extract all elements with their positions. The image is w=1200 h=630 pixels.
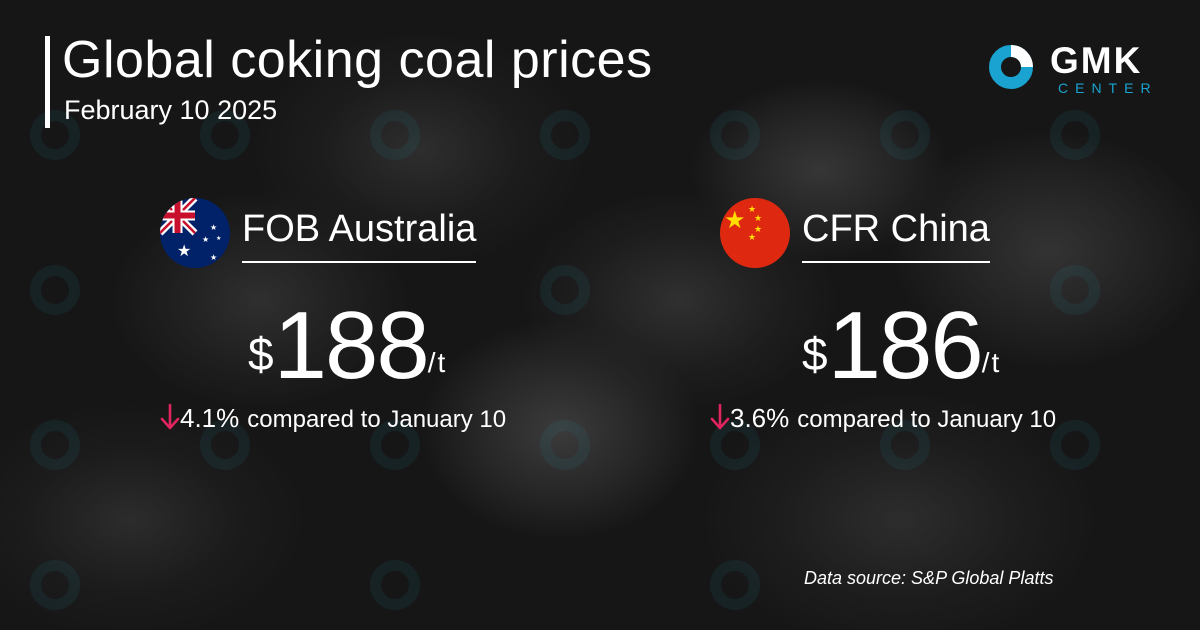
svg-text:★: ★ xyxy=(754,214,762,224)
price-change: 3.6% compared to January 10 xyxy=(710,403,1056,434)
price-change: 4.1% compared to January 10 xyxy=(160,403,506,434)
market-name: CFR China xyxy=(802,208,990,263)
svg-text:★: ★ xyxy=(754,225,762,235)
svg-text:★: ★ xyxy=(202,235,209,244)
price-display: $188/t xyxy=(248,298,447,394)
price-unit: /t xyxy=(981,347,1002,378)
page-title: Global coking coal prices xyxy=(62,31,653,89)
currency-symbol: $ xyxy=(802,328,828,380)
change-comparison: compared to January 10 xyxy=(247,406,507,433)
price-display: $186/t xyxy=(802,298,1001,394)
market-card-australia: ★ ★ ★ ★ ★ FOB Australia $188/t 4.1% compa… xyxy=(160,198,680,458)
svg-text:★: ★ xyxy=(748,233,756,243)
change-percent: 4.1% xyxy=(180,403,240,433)
svg-text:★: ★ xyxy=(216,235,221,242)
down-arrow-icon xyxy=(160,403,180,430)
page-date: February 10 2025 xyxy=(64,95,278,125)
market-card-china: ★ ★ ★ ★ ★ CFR China $186/t 3.6% compared … xyxy=(710,198,1200,458)
logo-name: GMK xyxy=(1050,40,1143,81)
logo-subtitle: CENTER xyxy=(1058,80,1158,96)
gmk-ring-icon xyxy=(989,45,1033,89)
market-name: FOB Australia xyxy=(242,208,477,263)
gmk-center-logo: GMK CENTER xyxy=(988,40,1168,98)
svg-text:★: ★ xyxy=(177,241,191,260)
svg-text:★: ★ xyxy=(210,253,217,262)
title-accent-bar xyxy=(45,36,50,128)
price-value: 188 xyxy=(273,292,430,399)
price-value: 186 xyxy=(827,292,984,399)
change-percent: 3.6% xyxy=(730,403,790,433)
svg-text:★: ★ xyxy=(724,206,746,234)
svg-text:★: ★ xyxy=(210,223,217,232)
svg-text:★: ★ xyxy=(748,205,756,215)
china-flag-icon: ★ ★ ★ ★ ★ xyxy=(720,198,790,268)
australia-flag-icon: ★ ★ ★ ★ ★ xyxy=(160,198,230,268)
data-source-note: Data source: S&P Global Platts xyxy=(804,568,1054,588)
change-comparison: compared to January 10 xyxy=(797,406,1057,433)
price-unit: /t xyxy=(427,347,448,378)
down-arrow-icon xyxy=(710,403,730,430)
currency-symbol: $ xyxy=(248,328,274,380)
